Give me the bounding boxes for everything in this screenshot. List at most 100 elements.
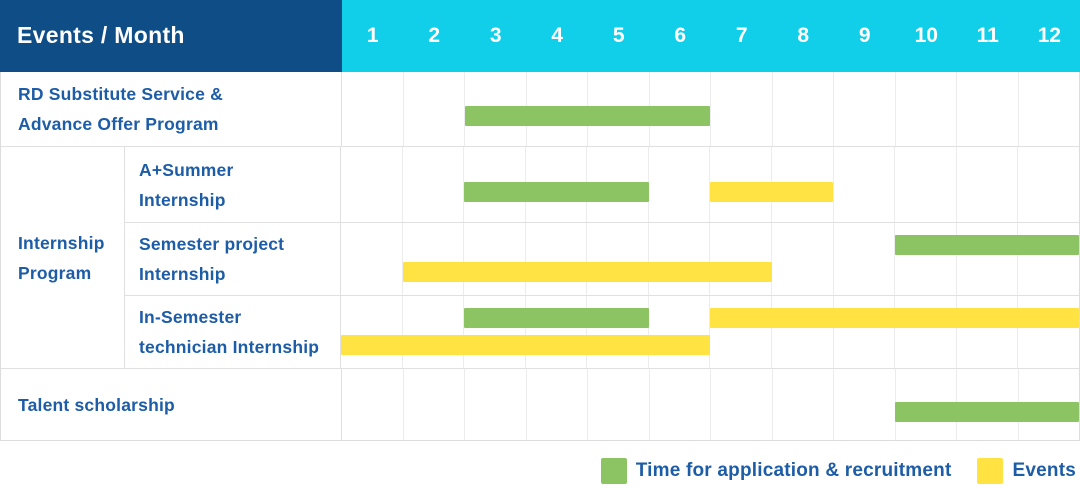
grid-column [709,296,771,368]
month-grid [342,72,1079,146]
row-label-line: Semester project [139,234,285,254]
grid-column [894,72,957,146]
grid-column [524,296,587,368]
grid-column [955,223,1018,295]
application-bar [464,308,649,328]
application-bar [894,402,1079,422]
grid-column [586,223,648,295]
grid-column [832,296,895,368]
gantt-row: RD Substitute Service & Advance Offer Pro… [1,72,1079,146]
grid-column [832,147,895,222]
row-label-line: technician Internship [139,337,320,357]
row-label-line: Internship [18,232,105,253]
grid-column [463,223,525,295]
event-bar [710,308,1079,328]
sub-row-label: In-Semester technician Internship [125,296,341,368]
grid-column [647,296,710,368]
legend-label: Events [1012,460,1076,481]
month-header-4: 4 [551,23,564,47]
header-title: Events / Month [0,0,342,72]
month-header-6: 6 [674,23,687,47]
grid-column [894,147,956,222]
month-grid [341,223,1079,295]
grid-column [771,296,833,368]
grid-column [586,296,648,368]
grid-column [710,369,772,440]
green-swatch-icon [600,458,627,484]
month-header-7: 7 [735,23,748,47]
months-header: 1 2 3 4 5 6 7 8 9 10 11 12 [342,0,1080,72]
grid-column [341,223,402,295]
grid-column [402,369,465,440]
row-label-line: Internship [139,264,226,284]
grid-column [956,72,1018,146]
header-row: Events / Month 1 2 3 4 5 6 7 8 9 10 11 12 [0,0,1080,72]
grid-column [1017,72,1080,146]
grid-column [647,147,710,222]
grid-column [955,296,1018,368]
grid-column [771,72,834,146]
row-label-line: Program [18,262,92,283]
grid-column [524,223,587,295]
month-grid [341,147,1079,222]
legend-item-green: Time for application & recruitment [600,458,952,484]
row-label-line: RD Substitute Service & [18,84,223,104]
grid-column [341,147,402,222]
grid-column [832,223,895,295]
grid-column [402,72,465,146]
yellow-swatch-icon [977,458,1004,484]
month-header-3: 3 [489,23,502,47]
grid-column [648,369,711,440]
grid-column [1017,147,1079,222]
group-children: A+Summer Internship Semester project Intern… [125,147,1079,368]
grid-column [342,72,403,146]
grid-column [894,223,956,295]
month-header-9: 9 [858,23,871,47]
row-label: RD Substitute Service & Advance Offer Pro… [1,72,342,146]
grid-column [401,296,464,368]
grid-column [525,369,588,440]
legend-item-yellow: Events [977,458,1076,484]
event-bar [402,262,772,282]
row-label-line: In-Semester [139,307,242,327]
sub-row-label: A+Summer Internship [125,147,341,222]
row-label-line: Talent scholarship [18,394,175,415]
event-bar [341,335,710,355]
gantt-group-row: Internship Program A+Summer Internship Semes… [1,146,1079,368]
grid-column [464,369,526,440]
gantt-sub-row: A+Summer Internship [125,147,1079,222]
grid-column [771,223,833,295]
row-label-line: Internship [139,189,226,210]
grid-column [463,296,525,368]
gantt-body: RD Substitute Service & Advance Offer Pro… [1,72,1079,440]
grid-column [709,223,771,295]
grid-column [587,369,649,440]
gantt-sub-row: Semester project Internship [125,222,1079,295]
grid-column [833,72,895,146]
row-label-line: Advance Offer Program [18,114,219,134]
grid-column [401,147,464,222]
grid-column [342,369,403,440]
event-bar [710,182,833,202]
month-header-2: 2 [428,23,441,47]
month-grid [341,296,1079,368]
grid-column [709,147,771,222]
grid-column [955,147,1018,222]
grid-column [341,296,402,368]
row-label: Talent scholarship [1,369,342,440]
gantt-row: Talent scholarship [1,368,1079,440]
grid-column [833,369,895,440]
grid-column [1017,296,1079,368]
grid-column [710,72,772,146]
application-bar [894,235,1079,255]
month-header-8: 8 [797,23,810,47]
grid-column [463,147,525,222]
sub-row-label: Semester project Internship [125,223,341,295]
grid-column [401,223,464,295]
gantt-sub-row: In-Semester technician Internship [125,295,1079,368]
month-header-12: 12 [1037,23,1061,47]
legend: Time for application & recruitment Events [0,458,1076,484]
gantt-table: Events / Month 1 2 3 4 5 6 7 8 9 10 11 12 RD Substi… [0,0,1080,441]
grid-column [771,369,834,440]
